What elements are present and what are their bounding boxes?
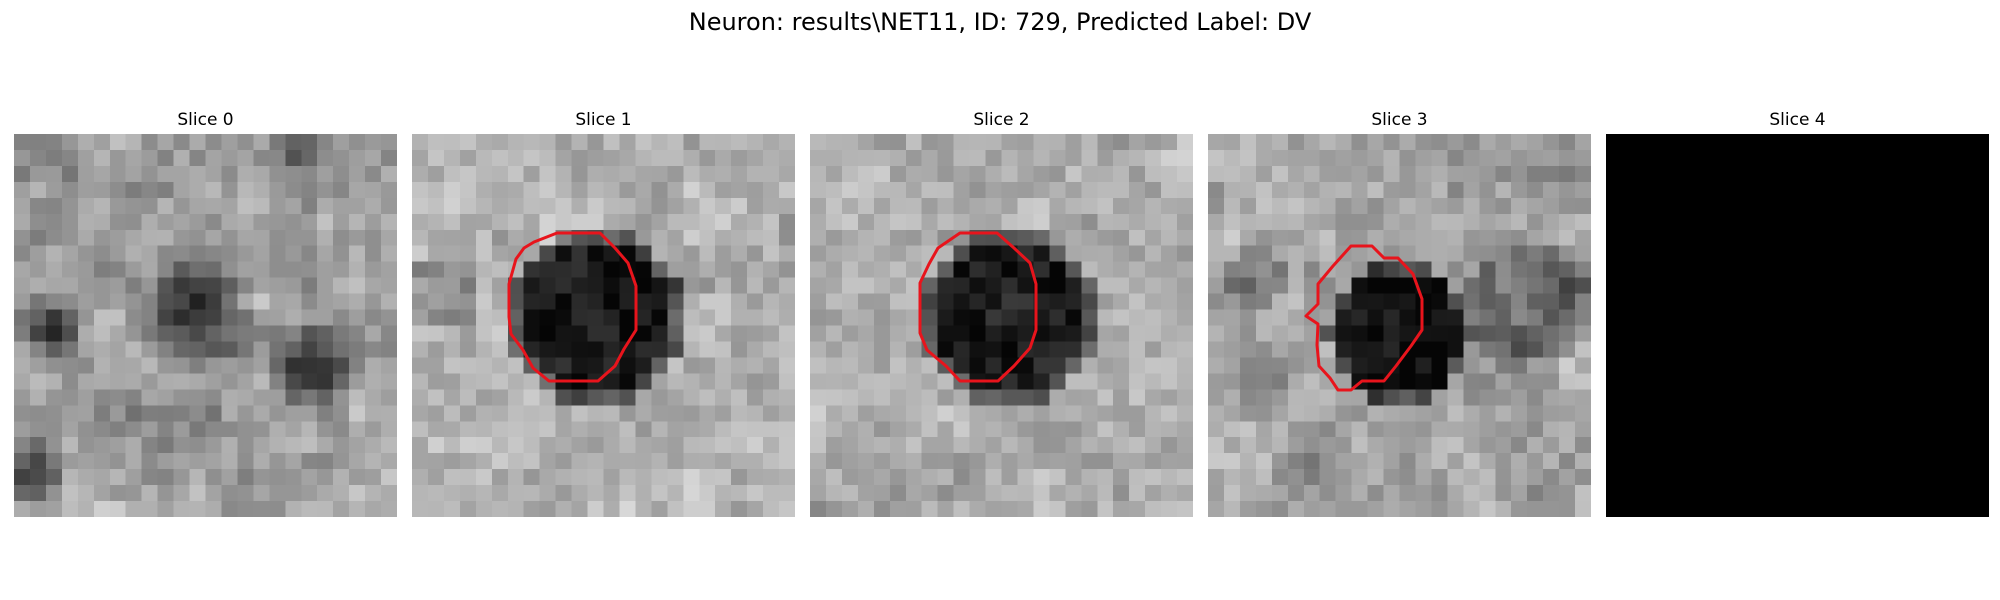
slice-1-roi-outline	[507, 231, 638, 383]
slice-4-image	[1606, 134, 1989, 517]
slice-0-image	[14, 134, 397, 517]
slice-3-roi-outline	[1304, 244, 1424, 392]
image-panel-slice-2	[810, 134, 1193, 517]
image-panel-slice-4	[1606, 134, 1989, 517]
panel-title-slice-0: Slice 0	[177, 110, 234, 130]
panel-title-slice-3: Slice 3	[1371, 110, 1428, 130]
figure-title: Neuron: results\NET11, ID: 729, Predicte…	[688, 8, 1312, 36]
panel-title-slice-2: Slice 2	[973, 110, 1030, 130]
image-panel-slice-3	[1208, 134, 1591, 517]
slice-2-roi-outline	[918, 231, 1038, 383]
image-panel-slice-1	[412, 134, 795, 517]
panel-title-slice-1: Slice 1	[575, 110, 632, 130]
image-panel-slice-0	[14, 134, 397, 517]
panel-title-slice-4: Slice 4	[1769, 110, 1826, 130]
slice-3-image	[1208, 134, 1591, 517]
